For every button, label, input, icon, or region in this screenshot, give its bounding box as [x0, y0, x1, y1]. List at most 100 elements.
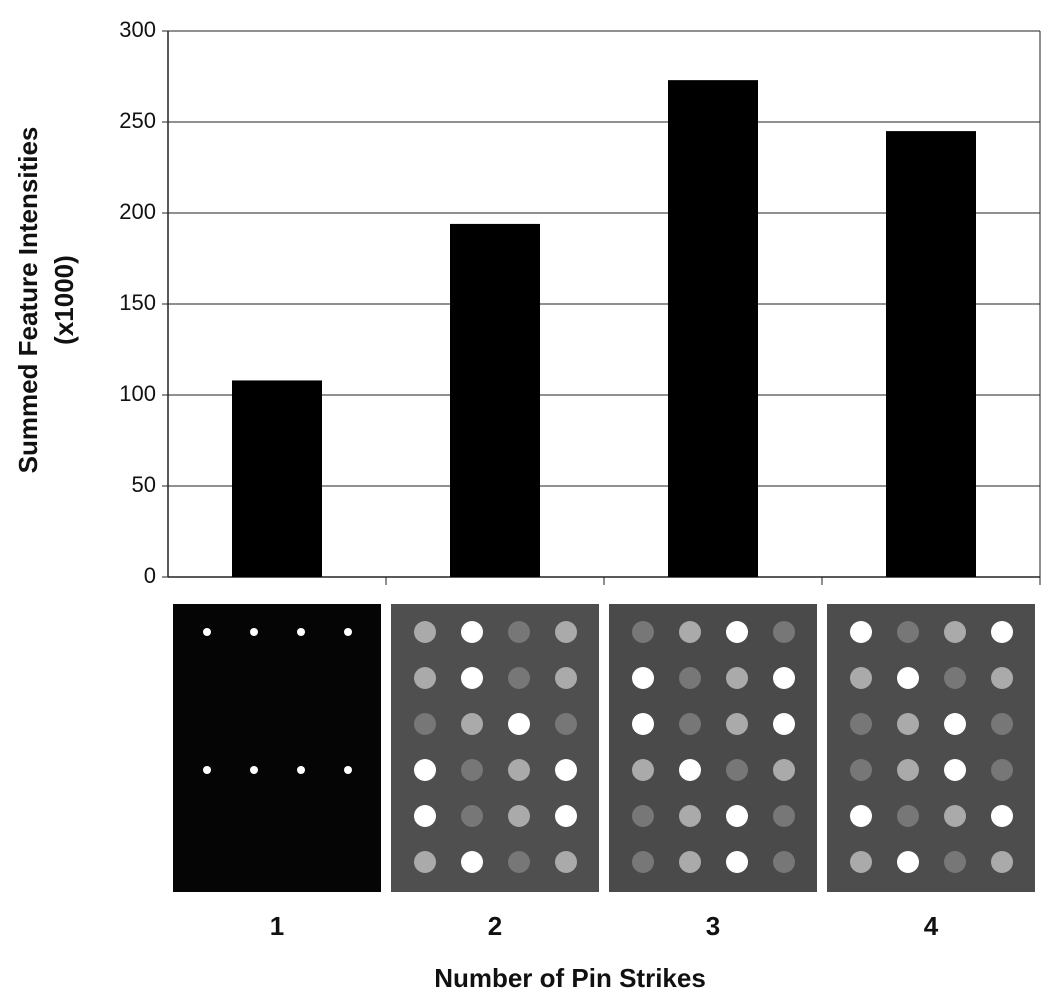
array-spot	[508, 621, 530, 643]
array-spot	[897, 759, 919, 781]
array-spot	[679, 713, 701, 735]
x-tick-label: 4	[924, 911, 939, 941]
array-spot	[773, 621, 795, 643]
array-spot	[944, 759, 966, 781]
array-spot	[944, 621, 966, 643]
array-spot	[461, 667, 483, 689]
y-tick-label: 250	[119, 108, 156, 133]
array-spot	[555, 713, 577, 735]
array-spot	[461, 713, 483, 735]
y-tick-label: 300	[119, 17, 156, 42]
array-spot	[850, 759, 872, 781]
array-spot	[250, 628, 258, 636]
array-spot	[944, 851, 966, 873]
array-spot	[508, 759, 530, 781]
array-spot	[726, 805, 748, 827]
array-spot	[773, 667, 795, 689]
array-spot	[944, 805, 966, 827]
x-tick-label: 3	[706, 911, 720, 941]
array-spot	[414, 713, 436, 735]
array-panel	[827, 604, 1035, 892]
y-tick-label: 0	[144, 563, 156, 588]
array-spot	[726, 667, 748, 689]
array-spot	[555, 851, 577, 873]
array-spot	[773, 759, 795, 781]
array-spot	[773, 713, 795, 735]
array-spot	[555, 805, 577, 827]
bar	[668, 80, 758, 577]
array-spot	[726, 713, 748, 735]
array-spot	[850, 805, 872, 827]
array-spot	[632, 667, 654, 689]
x-tick-label: 1	[270, 911, 284, 941]
array-spot	[508, 713, 530, 735]
array-spot	[991, 713, 1013, 735]
array-spot	[461, 805, 483, 827]
array-spot	[297, 766, 305, 774]
bar	[886, 131, 976, 577]
array-spot	[897, 667, 919, 689]
array-spot	[897, 805, 919, 827]
array-spot	[897, 851, 919, 873]
array-spot	[203, 766, 211, 774]
array-spot	[508, 805, 530, 827]
array-panel	[609, 604, 817, 892]
array-spot	[679, 805, 701, 827]
y-tick-label: 50	[132, 472, 156, 497]
array-spot	[679, 759, 701, 781]
array-spot	[679, 667, 701, 689]
array-spot	[991, 805, 1013, 827]
array-spot	[991, 851, 1013, 873]
x-axis-label: Number of Pin Strikes	[434, 963, 706, 993]
array-spot	[897, 713, 919, 735]
array-spot	[461, 759, 483, 781]
array-spot	[632, 713, 654, 735]
bar	[232, 380, 322, 577]
array-spot	[203, 628, 211, 636]
y-tick-label: 100	[119, 381, 156, 406]
array-spot	[344, 628, 352, 636]
array-spot	[726, 851, 748, 873]
array-spot	[726, 621, 748, 643]
array-spot	[991, 621, 1013, 643]
array-panel	[391, 604, 599, 892]
x-tick-label: 2	[488, 911, 502, 941]
array-spot	[461, 621, 483, 643]
array-images	[173, 604, 1035, 892]
array-spot	[773, 805, 795, 827]
chart: Number of Pin Strikes Summed Feature Int…	[0, 0, 1046, 1008]
array-spot	[632, 851, 654, 873]
array-spot	[944, 667, 966, 689]
array-spot	[632, 759, 654, 781]
array-spot	[991, 759, 1013, 781]
array-spot	[508, 851, 530, 873]
array-spot	[461, 851, 483, 873]
array-spot	[250, 766, 258, 774]
array-spot	[414, 851, 436, 873]
array-panel	[173, 604, 381, 892]
array-spot	[414, 805, 436, 827]
y-tick-label: 150	[119, 290, 156, 315]
y-tick-label: 200	[119, 199, 156, 224]
array-spot	[414, 621, 436, 643]
array-spot	[555, 621, 577, 643]
array-spot	[297, 628, 305, 636]
array-spot	[726, 759, 748, 781]
array-spot	[773, 851, 795, 873]
array-spot	[850, 713, 872, 735]
array-spot	[632, 805, 654, 827]
array-spot	[679, 621, 701, 643]
array-spot	[850, 667, 872, 689]
array-spot	[897, 621, 919, 643]
bar	[450, 224, 540, 577]
array-spot	[632, 621, 654, 643]
array-spot	[555, 667, 577, 689]
array-spot	[850, 851, 872, 873]
y-axis-label: (x1000)	[49, 255, 79, 345]
array-spot	[414, 759, 436, 781]
array-spot	[508, 667, 530, 689]
array-spot	[850, 621, 872, 643]
array-spot	[344, 766, 352, 774]
array-spot	[944, 713, 966, 735]
array-spot	[555, 759, 577, 781]
